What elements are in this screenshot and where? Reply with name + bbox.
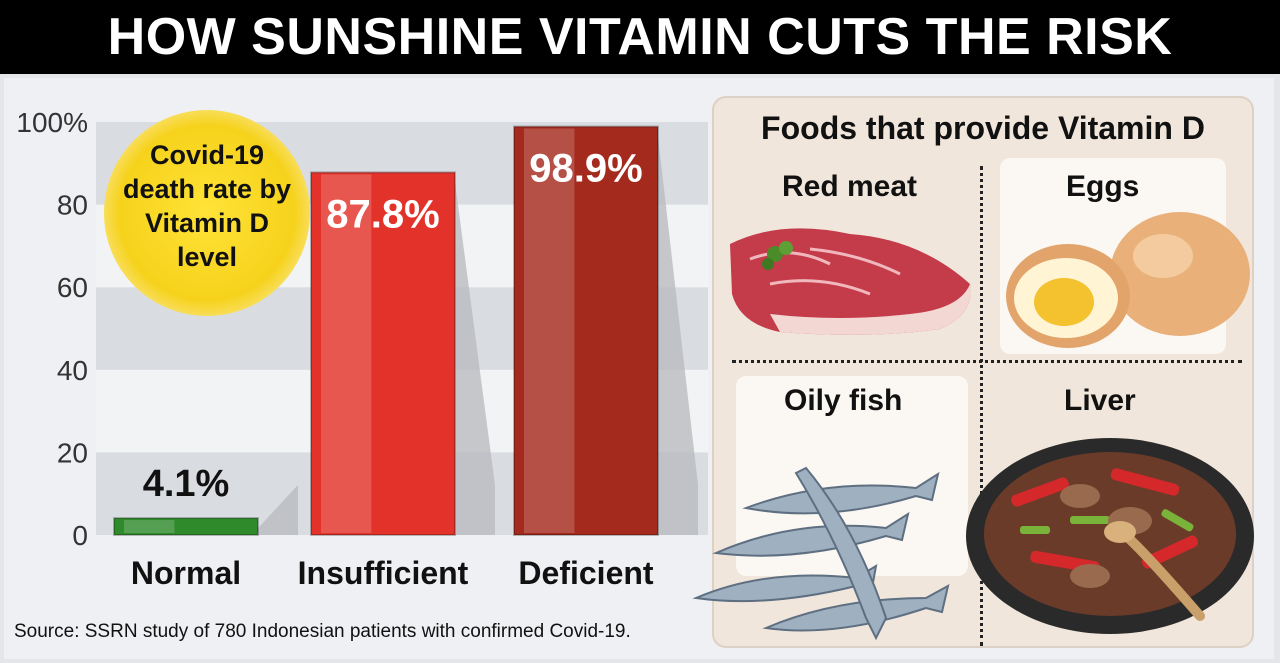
x-category-label: Insufficient	[298, 555, 469, 591]
y-tick-label: 0	[72, 520, 88, 551]
y-tick-label: 60	[57, 272, 88, 303]
callout-line: death rate by	[122, 174, 292, 204]
chart-callout: Covid-19 death rate by Vitamin D level	[104, 138, 310, 274]
bar-shadow	[455, 182, 495, 536]
bar-shadow	[658, 136, 698, 535]
food-label-liver: Liver	[1064, 384, 1136, 417]
x-category-label: Deficient	[518, 555, 653, 591]
callout-sun	[104, 110, 310, 316]
y-tick-label: 80	[57, 190, 88, 221]
bar-highlight	[321, 174, 372, 534]
main-title: HOW SUNSHINE VITAMIN CUTS THE RISK	[0, 0, 1280, 74]
bar-value-label: 4.1%	[143, 463, 230, 505]
food-label-red-meat: Red meat	[782, 170, 918, 203]
food-label-eggs: Eggs	[1066, 170, 1140, 203]
y-tick-label: 100%	[16, 107, 88, 138]
bar-highlight	[124, 520, 175, 533]
bar-shadow	[258, 485, 298, 535]
bar	[113, 517, 259, 537]
y-tick-label: 20	[57, 437, 88, 468]
foods-panel: Foods that provide Vitamin D Red meat Eg…	[692, 96, 1254, 648]
callout-line: Covid-19	[149, 140, 265, 170]
callout-line: level	[176, 242, 238, 272]
bar	[310, 171, 456, 537]
bar-highlight	[524, 128, 575, 533]
red-meat-image	[730, 228, 971, 335]
oily-fish-image	[692, 466, 950, 641]
bar-value-label: 98.9%	[529, 147, 642, 191]
bar	[513, 125, 659, 536]
bar-value-label: 87.8%	[326, 192, 439, 236]
liver-image	[966, 438, 1254, 634]
divider-vertical	[980, 166, 983, 646]
y-tick-label: 40	[57, 355, 88, 386]
x-category-label: Normal	[131, 555, 241, 591]
food-label-oily-fish: Oily fish	[784, 384, 903, 417]
source-note: Source: SSRN study of 780 Indonesian pat…	[14, 621, 631, 642]
foods-title: Foods that provide Vitamin D	[761, 110, 1205, 146]
callout-line: Vitamin D	[144, 208, 270, 238]
divider-horizontal	[732, 360, 1242, 363]
eggs-image	[1006, 212, 1250, 348]
